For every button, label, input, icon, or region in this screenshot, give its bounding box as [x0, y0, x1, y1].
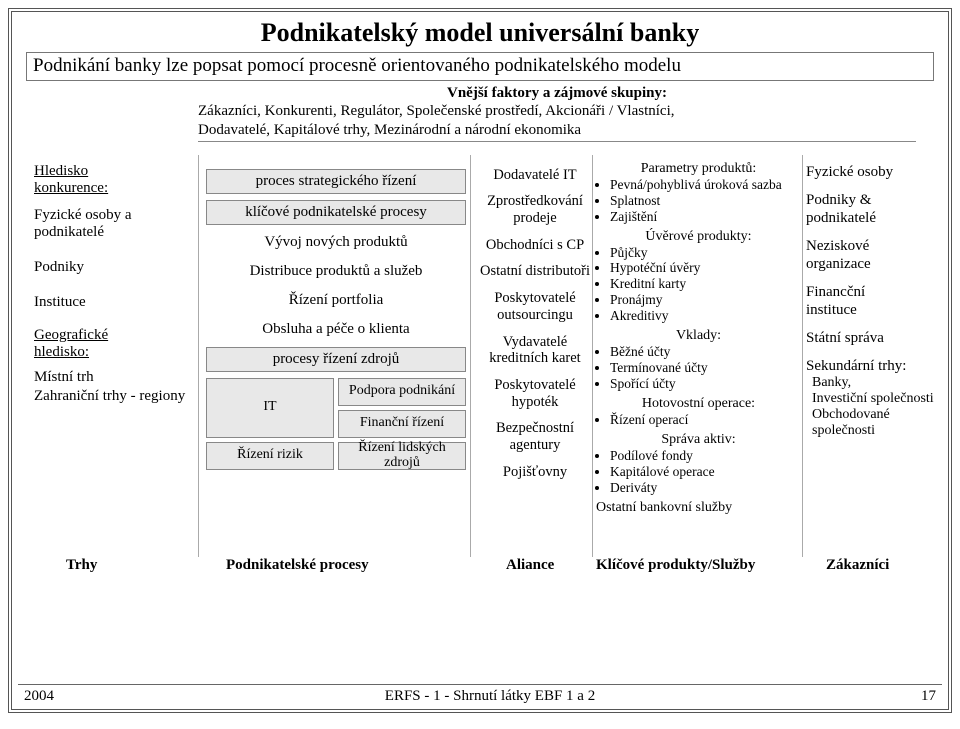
process-box: Distribuce produktů a služeb [206, 260, 466, 283]
process-box: Vývoj nových produktů [206, 231, 466, 254]
market-item: Místní trh [34, 369, 194, 386]
alliance-item: Zprostředkování prodeje [476, 193, 594, 226]
market-item: Podniky [34, 259, 194, 276]
customer-item: Neziskové organizace [806, 237, 934, 273]
product-item: Podílové fondy [610, 448, 801, 464]
process-box: proces strategického řízení [206, 169, 466, 194]
footer-center: ERFS - 1 - Shrnutí látky EBF 1 a 2 [104, 688, 876, 705]
process-subgrid: IT Podpora podnikání Finanční řízení Říz… [206, 378, 466, 470]
col-alliances: Dodavatelé IT Zprostředkování prodeje Ob… [476, 163, 594, 551]
top-factors-line2: Dodavatelé, Kapitálové trhy, Mezinárodní… [198, 121, 916, 140]
bottom-label: Trhy [66, 557, 97, 574]
markets-head2: Geografické [34, 327, 194, 344]
product-item: Splatnost [610, 193, 801, 209]
sep [802, 155, 803, 557]
bottom-labels: Trhy Podnikatelské procesy Aliance Klíčo… [26, 557, 934, 583]
market-item: Instituce [34, 294, 194, 311]
col-markets: Hledisko konkurence: Fyzické osoby a pod… [34, 163, 194, 551]
footer: 2004 ERFS - 1 - Shrnutí látky EBF 1 a 2 … [18, 684, 942, 705]
customer-item: Sekundární trhy: Banky, Investiční spole… [806, 357, 934, 439]
customer-item: Fyzické osoby [806, 163, 934, 181]
products-credit-head: Úvěrové produkty: [596, 229, 801, 245]
subprocess-hr: Řízení lidských zdrojů [338, 442, 466, 470]
col-processes: proces strategického řízení klíčové podn… [206, 163, 466, 551]
sep [470, 155, 471, 557]
footer-year: 2004 [24, 688, 104, 705]
products-credit: Půjčky Hypotéční úvěry Kreditní karty Pr… [596, 245, 801, 325]
customer-item: Financční instituce [806, 283, 934, 319]
product-item: Běžné účty [610, 344, 801, 360]
products-other: Ostatní bankovní služby [596, 500, 801, 516]
process-box: procesy řízení zdrojů [206, 347, 466, 372]
subprocess-pod: Podpora podnikání [338, 378, 466, 406]
alliance-item: Bezpečnostní agentury [476, 420, 594, 453]
product-item: Kreditní karty [610, 276, 801, 292]
subprocess-risk: Řízení rizik [206, 442, 334, 470]
subprocess-fin: Finanční řízení [338, 410, 466, 438]
product-item: Pevná/pohyblivá úroková sazba [610, 177, 801, 193]
process-box: Obsluha a péče o klienta [206, 318, 466, 341]
markets-head1b: konkurence: [34, 180, 194, 197]
product-item: Spořící účty [610, 376, 801, 392]
col-products: Parametry produktů: Pevná/pohyblivá úrok… [596, 163, 801, 551]
product-item: Kapitálové operace [610, 464, 801, 480]
diagram: Vnější faktory a zájmové skupiny: Zákazn… [26, 85, 934, 585]
products-asset-head: Správa aktiv: [596, 432, 801, 448]
product-item: Termínované účty [610, 360, 801, 376]
process-box: klíčové podnikatelské procesy [206, 200, 466, 225]
top-factors: Vnější faktory a zájmové skupiny: Zákazn… [198, 85, 916, 143]
bottom-label: Aliance [506, 557, 554, 574]
products-deposit: Běžné účty Termínované účty Spořící účty [596, 344, 801, 392]
bottom-label: Podnikatelské procesy [226, 557, 369, 574]
market-item: Fyzické osoby a podnikatelé [34, 207, 194, 241]
alliance-item: Ostatní distributoři [476, 263, 594, 280]
subprocess-it: IT [206, 378, 334, 438]
footer-page: 17 [876, 688, 936, 705]
alliance-item: Obchodníci s CP [476, 237, 594, 254]
alliance-item: Poskytovatelé hypoték [476, 377, 594, 410]
product-item: Pronájmy [610, 292, 801, 308]
customer-item: Podniky & podnikatelé [806, 191, 934, 227]
process-box: Řízení portfolia [206, 289, 466, 312]
top-factors-line1: Zákazníci, Konkurenti, Regulátor, Společ… [198, 102, 916, 121]
bottom-label: Zákazníci [826, 557, 889, 574]
product-item: Řízení operací [610, 412, 801, 428]
bottom-label: Klíčové produkty/Služby [596, 557, 755, 574]
top-factors-header: Vnější faktory a zájmové skupiny: [198, 85, 916, 102]
product-item: Zajištění [610, 209, 801, 225]
product-item: Hypotéční úvěry [610, 260, 801, 276]
products-params: Pevná/pohyblivá úroková sazba Splatnost … [596, 177, 801, 225]
products-deposit-head: Vklady: [596, 328, 801, 344]
alliance-item: Poskytovatelé outsourcingu [476, 290, 594, 323]
products-asset: Podílové fondy Kapitálové operace Derivá… [596, 448, 801, 496]
products-cash: Řízení operací [596, 412, 801, 428]
product-item: Akreditivy [610, 308, 801, 324]
products-cash-head: Hotovostní operace: [596, 396, 801, 412]
sep [198, 155, 199, 557]
alliance-item: Pojišťovny [476, 464, 594, 481]
market-item: Zahraniční trhy - regiony [34, 388, 194, 405]
markets-head2b: hledisko: [34, 344, 194, 361]
customer-item: Státní správa [806, 329, 934, 347]
alliance-item: Dodavatelé IT [476, 167, 594, 184]
page-subtitle: Podnikání banky lze popsat pomocí proces… [26, 52, 934, 81]
products-params-head: Parametry produktů: [596, 161, 801, 177]
markets-head1: Hledisko [34, 163, 194, 180]
slide: Podnikatelský model universální banky Po… [8, 8, 952, 713]
page-title: Podnikatelský model universální banky [26, 18, 934, 48]
product-item: Deriváty [610, 480, 801, 496]
col-customers: Fyzické osoby Podniky & podnikatelé Nezi… [806, 163, 934, 551]
alliance-item: Vydavatelé kreditních karet [476, 334, 594, 367]
product-item: Půjčky [610, 245, 801, 261]
